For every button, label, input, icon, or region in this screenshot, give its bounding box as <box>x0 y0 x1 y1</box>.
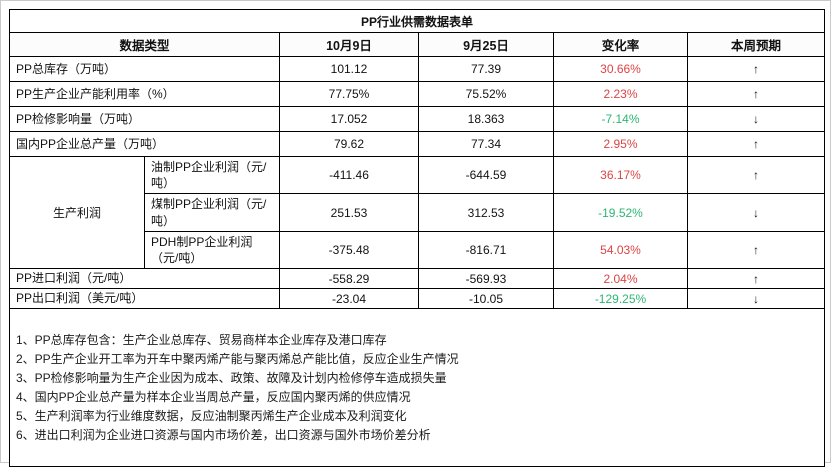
row-label: 油制PP企业利润（元/吨） <box>144 155 280 195</box>
footnote-6: 6、进出口利润为企业进口资源与国内市场价差，出口资源与国外市场价差分析 <box>16 427 431 442</box>
change-rate: 2.04% <box>553 268 688 290</box>
value-oct9: 251.53 <box>279 193 419 232</box>
value-sep25: 18.363 <box>418 106 554 132</box>
trend-down-icon: ↓ <box>686 288 826 310</box>
table-row: 国内PP企业总产量（万吨） 79.62 77.34 2.95% ↑ <box>9 131 826 157</box>
value-sep25: 312.53 <box>418 193 554 232</box>
table-row: 生产利润 油制PP企业利润（元/吨） -411.46 -644.59 36.17… <box>9 155 826 270</box>
footnotes-area: 1、PP总库存包含：生产企业总库存、贸易商样本企业库存及港口库存 2、PP生产企… <box>8 308 826 467</box>
value-sep25: -569.93 <box>418 268 554 290</box>
trend-down-icon: ↓ <box>686 193 826 232</box>
column-header-sep25: 9月25日 <box>418 32 554 57</box>
footnote-5: 5、生产利润率为行业维度数据，反应油制聚丙烯生产企业成本及利润变化 <box>16 408 407 423</box>
column-header-oct9: 10月9日 <box>279 32 419 57</box>
profit-group-label: 生产利润 <box>9 155 145 270</box>
row-label: PP出口利润（美元/吨） <box>9 288 280 310</box>
trend-up-icon: ↑ <box>686 81 826 107</box>
column-header-change-rate: 变化率 <box>553 32 688 57</box>
value-oct9: 79.62 <box>279 131 419 157</box>
trend-up-icon: ↑ <box>686 56 826 82</box>
table-title: PP行业供需数据表单 <box>8 9 826 33</box>
trend-down-icon: ↓ <box>686 106 826 132</box>
change-rate: 2.95% <box>553 131 688 157</box>
title-row: PP行业供需数据表单 <box>8 9 826 33</box>
change-rate: 30.66% <box>553 56 688 82</box>
pp-supply-demand-table: PP行业供需数据表单 数据类型 10月9日 9月25日 变化率 本周预期 PP总… <box>8 9 826 467</box>
value-oct9: -411.46 <box>279 155 419 195</box>
trend-up-icon: ↑ <box>686 131 826 157</box>
footnote-1: 1、PP总库存包含：生产企业总库存、贸易商样本企业库存及港口库存 <box>16 332 387 347</box>
value-sep25: -644.59 <box>418 155 554 195</box>
change-rate: 36.17% <box>553 155 688 195</box>
row-label: PP生产企业产能利用率（%） <box>9 81 280 107</box>
value-oct9: -558.29 <box>279 268 419 290</box>
change-rate: 54.03% <box>553 230 688 270</box>
footnote-3: 3、PP检修影响量为生产企业因为成本、政策、故障及计划内检修停车造成损失量 <box>16 370 447 385</box>
value-oct9: -23.04 <box>279 288 419 310</box>
row-label: PP检修影响量（万吨） <box>9 106 280 132</box>
footnotes-row: 1、PP总库存包含：生产企业总库存、贸易商样本企业库存及港口库存 2、PP生产企… <box>8 308 826 467</box>
value-sep25: 77.34 <box>418 131 554 157</box>
change-rate: -129.25% <box>553 288 688 310</box>
row-label: 国内PP企业总产量（万吨） <box>9 131 280 157</box>
value-oct9: 17.052 <box>279 106 419 132</box>
footnote-2: 2、PP生产企业开工率为开车中聚丙烯产能与聚丙烯总产能比值，反应企业生产情况 <box>16 351 459 366</box>
trend-up-icon: ↑ <box>686 230 826 270</box>
trend-up-icon: ↑ <box>686 268 826 290</box>
change-rate: -19.52% <box>553 193 688 232</box>
value-oct9: -375.48 <box>279 230 419 270</box>
row-label: PP进口利润（元/吨） <box>9 268 280 290</box>
table-row: 煤制PP企业利润（元/吨） 251.53 312.53 -19.52% ↓ <box>10 193 826 232</box>
value-sep25: 75.52% <box>418 81 554 107</box>
change-rate: -7.14% <box>553 106 688 132</box>
table-row: PP总库存（万吨） 101.12 77.39 30.66% ↑ <box>9 56 826 82</box>
row-label: 煤制PP企业利润（元/吨） <box>144 193 280 232</box>
value-oct9: 101.12 <box>279 56 419 82</box>
change-rate: 2.23% <box>553 81 688 107</box>
table-row: PP出口利润（美元/吨） -23.04 -10.05 -129.25% ↓ <box>9 288 826 310</box>
footnote-4: 4、国内PP企业总产量为样本企业当周总产量，反应国内聚丙烯的供应情况 <box>16 389 411 404</box>
table-row: PP生产企业产能利用率（%） 77.75% 75.52% 2.23% ↑ <box>9 81 826 107</box>
row-label: PDH制PP企业利润（元/吨） <box>144 230 280 270</box>
value-sep25: -816.71 <box>418 230 554 270</box>
value-oct9: 77.75% <box>279 81 419 107</box>
table-row: PP进口利润（元/吨） -558.29 -569.93 2.04% ↑ <box>9 268 826 290</box>
trend-up-icon: ↑ <box>686 155 826 195</box>
column-header-data-type: 数据类型 <box>9 32 280 57</box>
value-sep25: -10.05 <box>418 288 554 310</box>
row-label: PP总库存（万吨） <box>9 56 280 82</box>
value-sep25: 77.39 <box>418 56 554 82</box>
table-row: PDH制PP企业利润（元/吨） -375.48 -816.71 54.03% ↑ <box>10 230 826 270</box>
header-row: 数据类型 10月9日 9月25日 变化率 本周预期 <box>9 32 826 57</box>
table-row: PP检修影响量（万吨） 17.052 18.363 -7.14% ↓ <box>9 106 826 132</box>
column-header-week-forecast: 本周预期 <box>686 32 826 57</box>
